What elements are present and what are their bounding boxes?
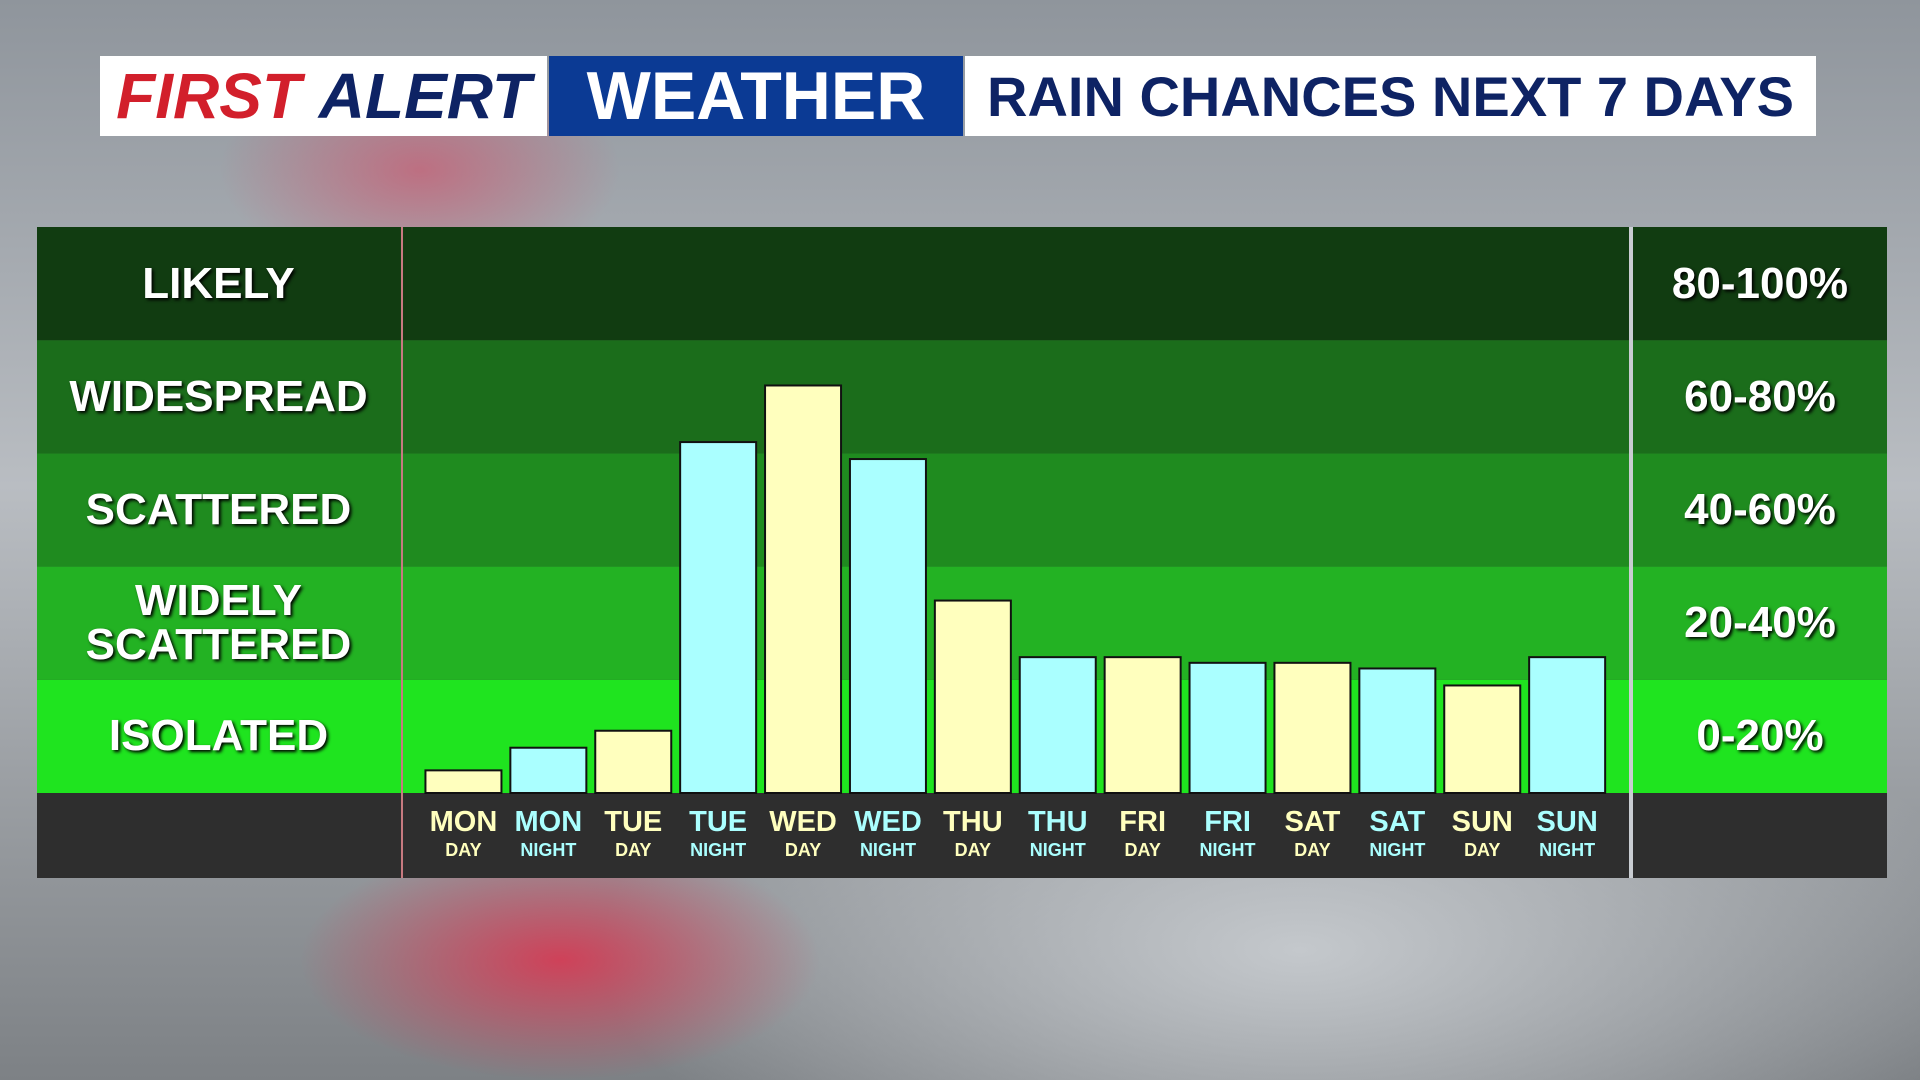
bar <box>1103 656 1182 794</box>
x-tick-sublabel: DAY <box>955 840 991 860</box>
bar <box>509 746 588 794</box>
band-range: 20-40% <box>1684 598 1836 648</box>
bar <box>1358 667 1437 794</box>
x-tick-sublabel: NIGHT <box>860 840 916 860</box>
x-tick-label: WED <box>769 806 837 838</box>
divider <box>401 227 403 878</box>
x-tick-label: THU <box>943 806 1003 838</box>
bar <box>1018 656 1097 794</box>
chart-title: RAIN CHANCES NEXT 7 DAYS <box>965 56 1816 136</box>
x-tick-label: TUE <box>689 806 747 838</box>
x-tick-sublabel: DAY <box>785 840 821 860</box>
x-tick-sublabel: NIGHT <box>1030 840 1086 860</box>
bar <box>933 599 1012 794</box>
x-tick-label: FRI <box>1119 806 1166 838</box>
bar <box>1188 661 1267 794</box>
band-range: 40-60% <box>1684 484 1836 534</box>
x-tick-label: MON <box>515 806 583 838</box>
x-tick-sublabel: NIGHT <box>690 840 746 860</box>
x-tick-sublabel: NIGHT <box>520 840 576 860</box>
x-tick-sublabel: DAY <box>1294 840 1330 860</box>
x-tick-sublabel: DAY <box>615 840 651 860</box>
x-tick-label: THU <box>1028 806 1088 838</box>
band <box>37 453 1887 567</box>
band-label: LIKELY <box>142 258 295 308</box>
brand-weather: WEATHER <box>549 56 963 136</box>
bar <box>1528 656 1607 794</box>
x-tick-sublabel: NIGHT <box>1539 840 1595 860</box>
x-tick-sublabel: DAY <box>445 840 481 860</box>
divider <box>1629 227 1633 878</box>
band <box>37 227 1887 341</box>
x-tick-label: SAT <box>1369 806 1425 838</box>
band-range: 60-80% <box>1684 371 1836 421</box>
bar <box>764 384 843 794</box>
x-tick-sublabel: DAY <box>1464 840 1500 860</box>
x-tick-sublabel: NIGHT <box>1200 840 1256 860</box>
bar <box>1273 661 1352 794</box>
x-tick-label: SUN <box>1537 806 1598 838</box>
brand-alert: ALERT <box>318 60 531 132</box>
bar <box>1443 684 1522 795</box>
band-range: 80-100% <box>1671 258 1849 308</box>
bar <box>679 441 758 794</box>
band-range: 0-20% <box>1696 711 1824 761</box>
x-tick-label: SAT <box>1285 806 1341 838</box>
band <box>37 340 1887 454</box>
brand-first: FIRST <box>116 60 301 132</box>
x-tick-label: MON <box>430 806 498 838</box>
band-label: WIDELY SCATTERED <box>85 576 352 670</box>
band-label: SCATTERED <box>85 484 352 534</box>
x-tick-label: FRI <box>1204 806 1251 838</box>
x-tick-label: TUE <box>604 806 662 838</box>
band-label: WIDESPREAD <box>69 371 368 421</box>
x-tick-label: WED <box>854 806 922 838</box>
bar <box>424 769 503 794</box>
brand-box: FIRST ALERT <box>100 56 547 136</box>
bar <box>594 729 673 794</box>
x-tick-sublabel: DAY <box>1124 840 1160 860</box>
x-tick-sublabel: NIGHT <box>1369 840 1425 860</box>
x-tick-label: SUN <box>1452 806 1513 838</box>
band-label: ISOLATED <box>108 711 329 761</box>
bar <box>848 458 927 794</box>
